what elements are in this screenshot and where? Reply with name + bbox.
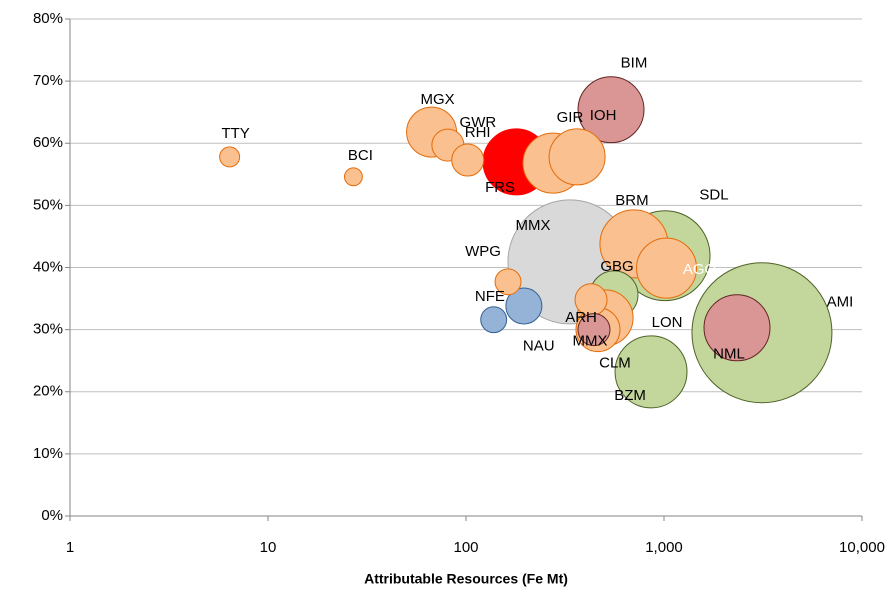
x-tick-label: 10 (260, 539, 277, 556)
y-tick-label: 30% (33, 321, 63, 338)
bubble-label: BZM (614, 387, 646, 404)
bubble-label: GIR (557, 109, 584, 126)
y-tick-label: 20% (33, 383, 63, 400)
bubble-label: GWR (460, 114, 497, 131)
y-tick-label: 50% (33, 196, 63, 213)
bubble-label: GBG (600, 258, 633, 275)
x-tick-label: 1 (66, 539, 74, 556)
bubble-label: LON (652, 314, 683, 331)
bubble-label: BRM (615, 192, 648, 209)
bubble-label: NFE (475, 288, 505, 305)
bubble-label: IOH (590, 107, 617, 124)
y-tick-label: 10% (33, 445, 63, 462)
bubble (343, 167, 363, 187)
x-tick-label: 1,000 (645, 539, 683, 556)
bubble (577, 76, 645, 144)
bubble (505, 287, 543, 325)
bubble-label: MGX (420, 91, 454, 108)
bubble (577, 313, 611, 347)
bubble-label: AGO (683, 261, 716, 278)
y-tick-label: 0% (41, 507, 63, 524)
x-tick-label: 10,000 (839, 539, 885, 556)
bubble-label: ARH (565, 309, 597, 326)
bubble (703, 294, 771, 362)
y-tick-label: 70% (33, 72, 63, 89)
x-tick-label: 100 (453, 539, 478, 556)
y-tick-label: 60% (33, 134, 63, 151)
bubble-label: MMX (572, 333, 607, 350)
bubble (480, 306, 508, 334)
bubble-label: FRS (485, 179, 515, 196)
bubble (494, 268, 522, 296)
bubble-label: TTY (221, 125, 249, 142)
bubble-label: SDL (699, 187, 728, 204)
bubble (614, 335, 688, 409)
bubble (636, 237, 698, 299)
bubble-label: CLM (599, 355, 631, 372)
bubble-label: BIM (621, 55, 648, 72)
bubble (548, 128, 606, 186)
y-tick-label: 80% (33, 10, 63, 27)
bubble-label: RHI (465, 124, 491, 141)
bubble-label: MMX (515, 217, 550, 234)
x-axis-title: Attributable Resources (Fe Mt) (364, 571, 568, 587)
bubble (219, 146, 241, 168)
bubble-label: WPG (465, 243, 501, 260)
y-tick-label: 40% (33, 258, 63, 275)
bubble-label: BCI (348, 147, 373, 164)
bubble-label: NAU (523, 338, 555, 355)
bubble-label: NML (713, 346, 745, 363)
bubble (451, 143, 485, 177)
bubble-label: AMI (827, 294, 854, 311)
